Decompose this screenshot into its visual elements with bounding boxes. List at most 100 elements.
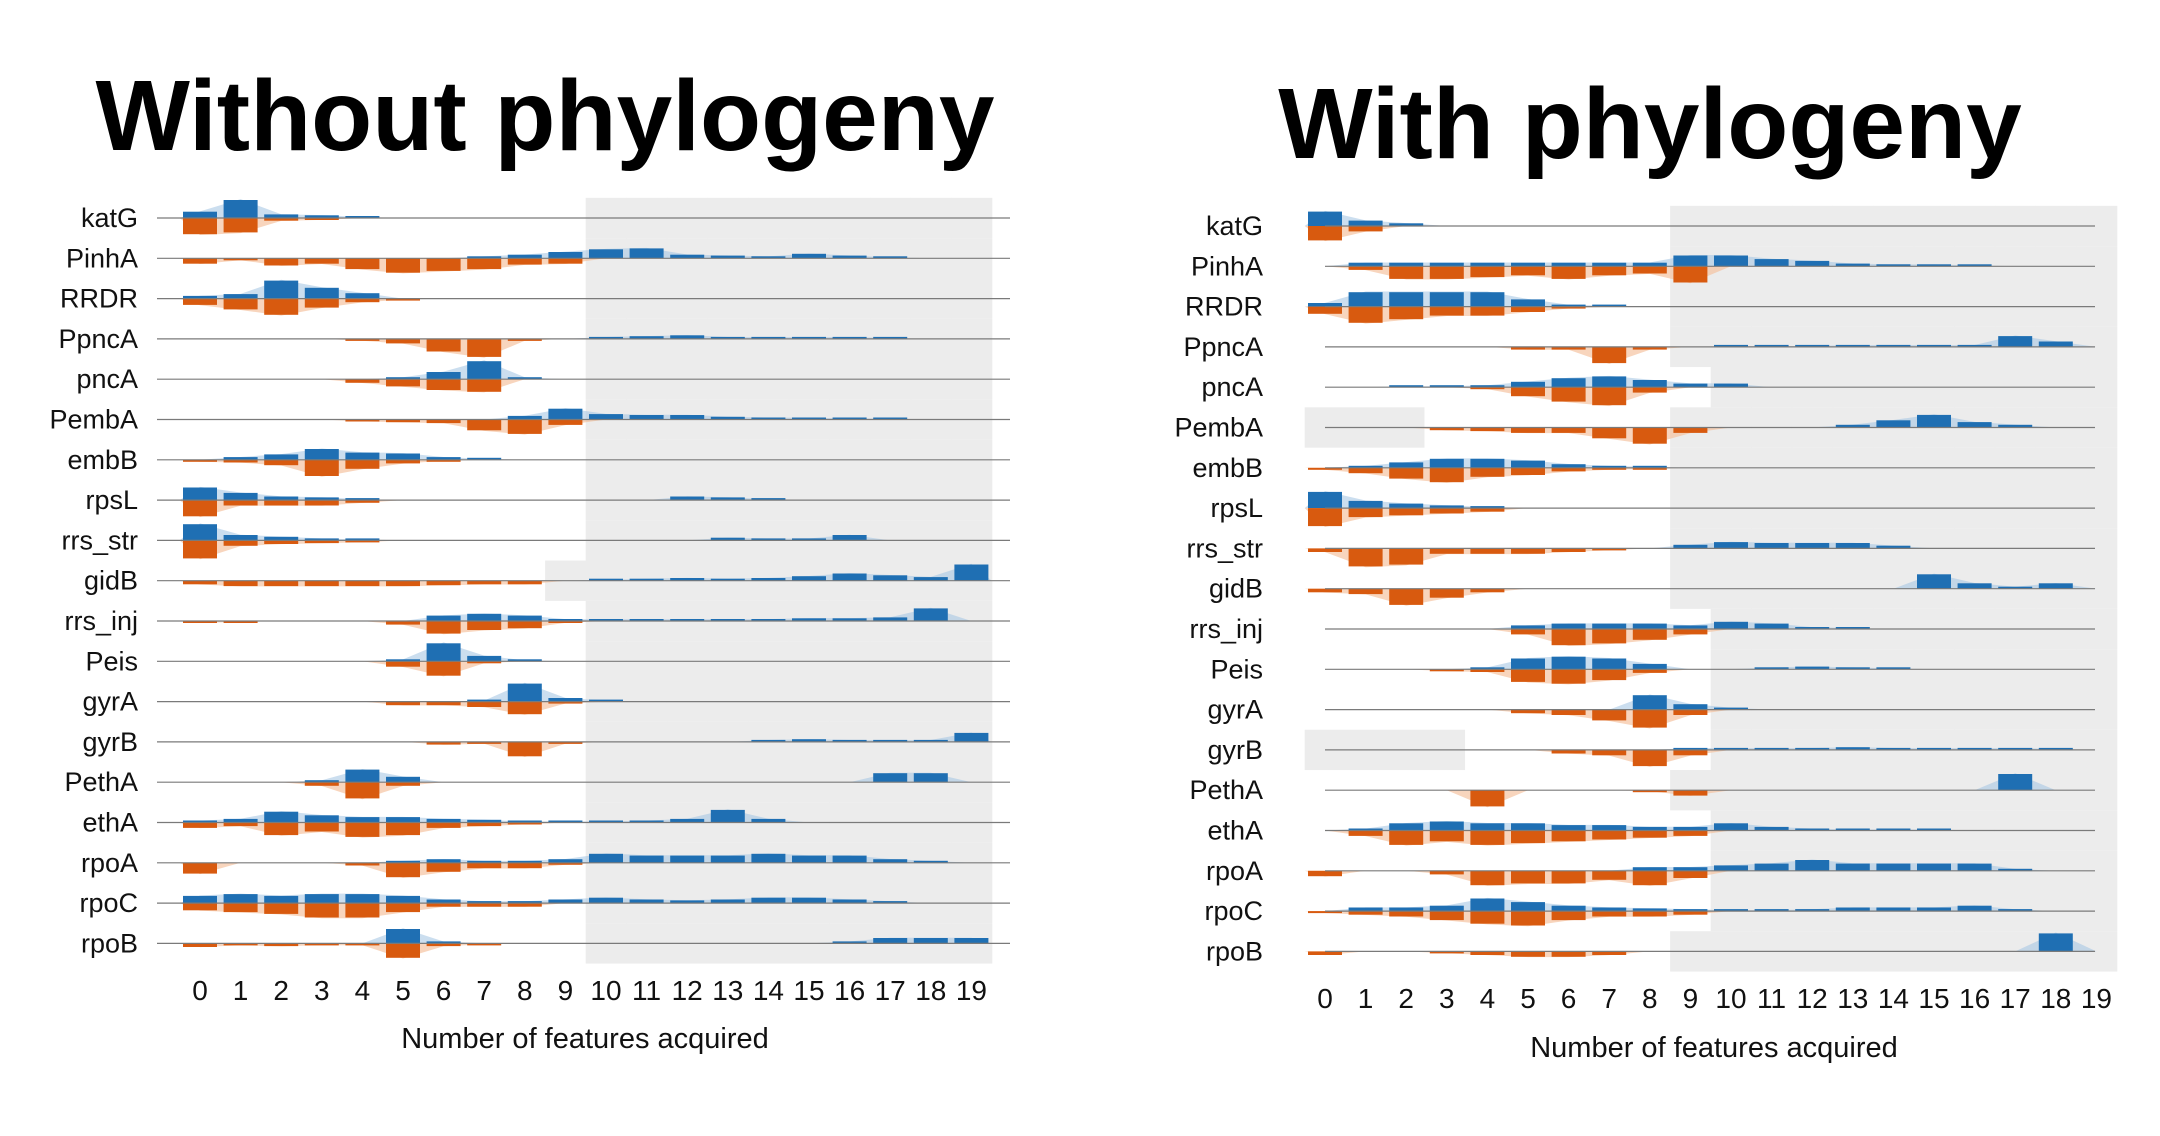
loss-bar (426, 258, 461, 271)
loss-bar (1551, 346, 1586, 350)
loss-bar (426, 621, 461, 634)
gain-bar (1754, 344, 1789, 347)
gene-label: rpsL (85, 485, 138, 515)
gene-label: PinhA (1191, 251, 1263, 281)
gain-bar (386, 817, 420, 823)
gain-bar (1876, 264, 1911, 267)
gain-density (1304, 254, 2117, 267)
gain-bar (1429, 905, 1464, 912)
loss-bar (183, 258, 217, 264)
gain-bar (1795, 543, 1830, 549)
loss-bar (507, 701, 542, 715)
gain-bar (1957, 747, 1992, 750)
gain-bar (345, 498, 380, 501)
gain-bar (629, 578, 664, 581)
loss-bar (1511, 387, 1545, 397)
loss-bar (1470, 266, 1505, 278)
gain-bar (1795, 828, 1830, 831)
gain-bar (1957, 863, 1992, 871)
gain-bar (1998, 586, 2033, 589)
gain-bar (589, 414, 623, 420)
gain-density (179, 607, 992, 621)
gain-bar (1551, 656, 1586, 670)
gain-bar (751, 739, 786, 742)
gain-bar (264, 454, 299, 460)
gain-bar (2038, 933, 2073, 952)
loss-bar (345, 822, 380, 837)
gene-label: katG (81, 203, 138, 233)
x-tick-label: 4 (1480, 983, 1496, 1014)
gain-density (179, 809, 992, 823)
gain-bar (1917, 264, 1951, 267)
loss-bar (1470, 306, 1505, 316)
gain-bar (345, 817, 380, 823)
gain-bar (426, 372, 461, 380)
gene-label: ethA (82, 808, 138, 838)
x-tick-label: 0 (1317, 983, 1333, 1014)
loss-bar (507, 862, 542, 869)
gain-bar (1429, 385, 1464, 388)
gain-bar (548, 820, 583, 823)
gain-bar (670, 900, 705, 904)
loss-bar (1429, 588, 1464, 598)
x-tick-label: 11 (1757, 983, 1786, 1014)
loss-bar (1429, 951, 1464, 954)
loss-bar (345, 943, 380, 946)
gain-bar (548, 899, 583, 904)
gene-label: rrs_str (1187, 533, 1264, 563)
loss-bar (304, 540, 339, 544)
loss-bar (467, 943, 502, 946)
loss-bar (1551, 911, 1586, 921)
loss-bar (223, 943, 258, 946)
gain-bar (507, 683, 542, 702)
loss-bar (1389, 306, 1424, 320)
gain-bar (1470, 292, 1505, 307)
loss-bar (1348, 306, 1383, 323)
loss-bar (467, 580, 502, 585)
loss-density (179, 943, 992, 959)
gene-label: embB (1192, 453, 1263, 483)
gain-bar (1917, 747, 1951, 750)
loss-bar (548, 419, 583, 425)
gene-label: RRDR (60, 284, 138, 314)
gain-bar (1917, 907, 1951, 912)
gain-bar (1714, 747, 1748, 750)
gain-bar (629, 248, 664, 259)
gain-bar (1876, 545, 1911, 549)
loss-bar (426, 459, 461, 462)
gain-bar (1592, 825, 1627, 831)
gain-bar (1917, 574, 1951, 589)
gain-bar (1632, 826, 1667, 831)
gene-label: PethA (64, 767, 138, 797)
gain-bar (183, 295, 217, 299)
loss-density (179, 782, 992, 800)
gain-bar (589, 249, 623, 259)
gain-bar (1673, 544, 1708, 549)
gain-bar (913, 938, 948, 944)
loss-bar (1348, 548, 1383, 567)
gain-bar (1592, 376, 1627, 388)
loss-bar (1511, 669, 1545, 682)
gain-bar (1429, 505, 1464, 509)
loss-bar (1632, 749, 1667, 767)
loss-bar (1592, 427, 1627, 439)
loss-bar (467, 701, 502, 707)
loss-bar (467, 379, 502, 392)
x-tick-label: 2 (1398, 983, 1414, 1014)
gain-bar (1998, 868, 2033, 871)
loss-bar (1511, 830, 1545, 844)
loss-bar (1673, 266, 1708, 283)
gain-bar (183, 524, 217, 541)
loss-bar (1429, 911, 1464, 921)
loss-bar (304, 298, 339, 308)
gene-label: pncA (1201, 372, 1263, 402)
loss-bar (467, 822, 502, 827)
gain-bar (1714, 255, 1748, 267)
loss-bar (1511, 951, 1545, 957)
loss-bar (345, 903, 380, 918)
loss-bar (1632, 266, 1667, 274)
loss-bar (304, 822, 339, 832)
gain-bar (1835, 828, 1870, 831)
gain-bar (183, 487, 217, 501)
